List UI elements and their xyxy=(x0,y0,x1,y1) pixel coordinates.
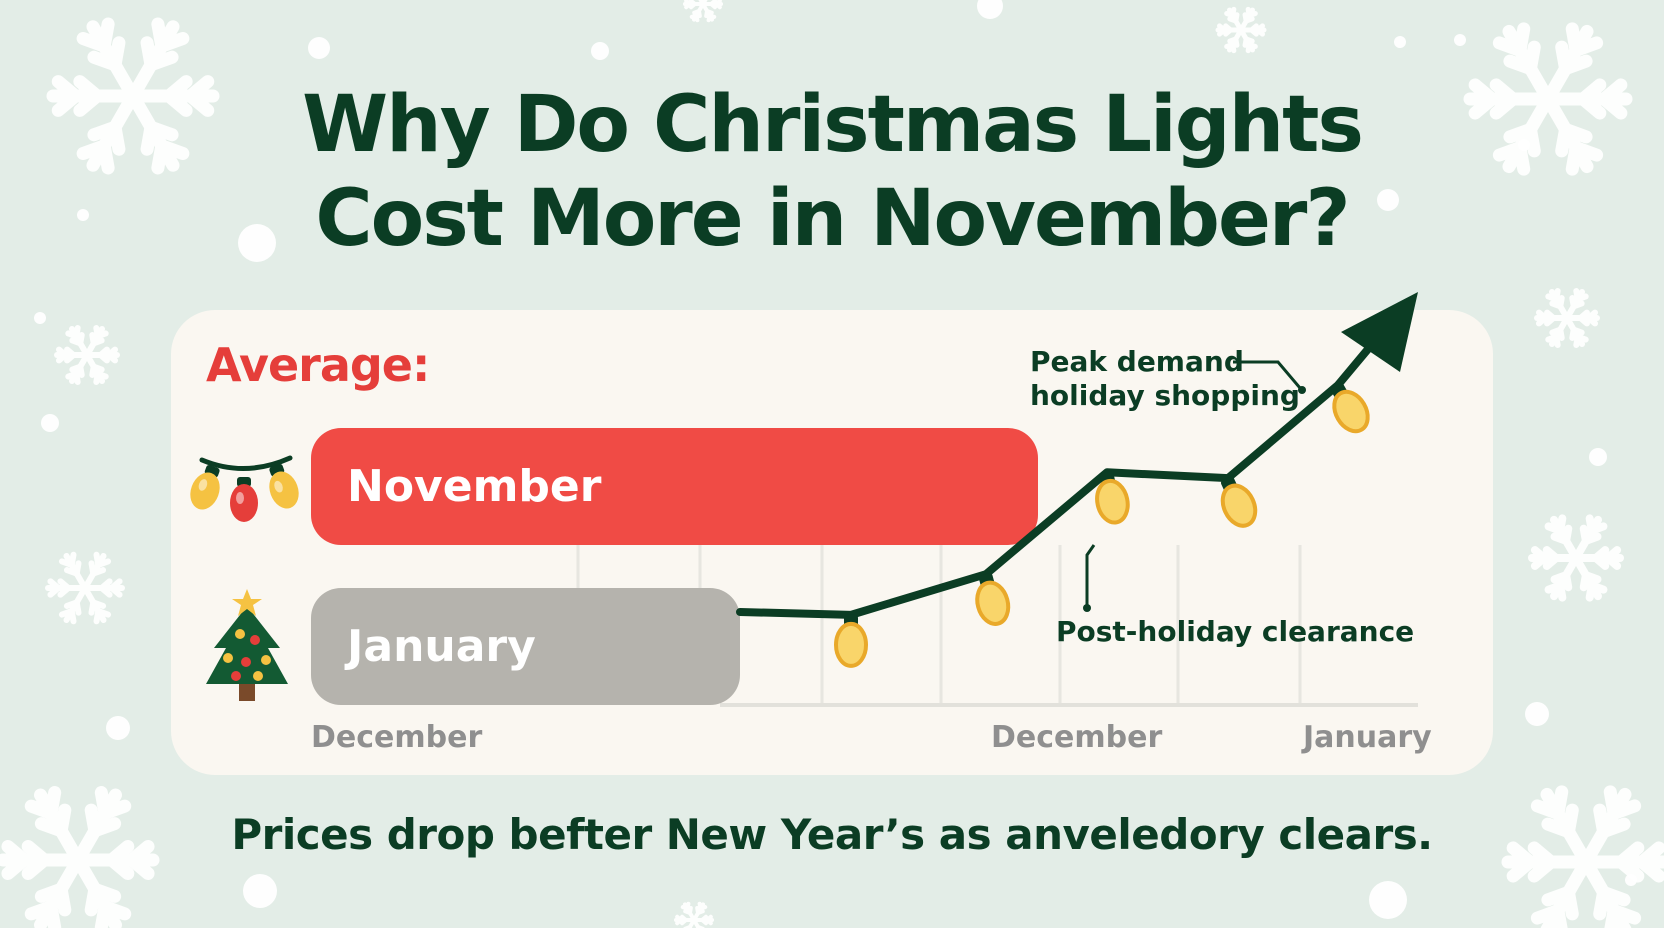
bar-icon-layer xyxy=(190,455,299,701)
snowflake-icon xyxy=(1463,22,1633,176)
snow-dot xyxy=(106,716,130,740)
snowflake-icon xyxy=(45,551,125,625)
peak-demand-annotation: Peak demand holiday shopping xyxy=(1030,345,1300,413)
snow-dot xyxy=(1454,34,1466,46)
january-bar: January xyxy=(311,588,740,705)
snow-dot xyxy=(243,874,277,908)
snowflake-icon xyxy=(46,17,220,175)
january-bar-label: January xyxy=(347,621,536,672)
annotation-line: Peak demand xyxy=(1030,345,1244,378)
snowflake-icon xyxy=(1534,288,1600,348)
christmas-tree-icon xyxy=(206,589,288,701)
snow-dot xyxy=(1377,189,1399,211)
snowflake-icon xyxy=(674,901,714,928)
string-lights-icon xyxy=(190,455,299,522)
xtick-label: December xyxy=(311,720,483,755)
november-bar: November xyxy=(311,428,1038,545)
average-label: Average: xyxy=(206,338,430,392)
ornament xyxy=(250,635,260,645)
snow-dot xyxy=(1369,881,1407,919)
footer-caption: Prices drop befter New Year’s as anveled… xyxy=(231,810,1433,859)
ornament xyxy=(241,657,251,667)
snow-dot xyxy=(1394,36,1406,48)
clearance-annotation: Post-holiday clearance xyxy=(1056,615,1414,649)
snow-dot xyxy=(591,42,609,60)
snowflake-icon xyxy=(54,325,120,385)
xtick-label: January xyxy=(1303,720,1432,755)
title-line-1: Why Do Christmas Lights xyxy=(302,80,1364,170)
ornament xyxy=(231,671,241,681)
snow-dot xyxy=(1589,448,1607,466)
snowflake-icon xyxy=(1528,514,1624,602)
snow-dot xyxy=(41,414,59,432)
november-bar-label: November xyxy=(347,461,602,512)
title-line-2: Cost More in November? xyxy=(315,174,1350,264)
snowflake-icon xyxy=(683,0,723,23)
snow-dot xyxy=(977,0,1003,19)
snow-dot xyxy=(1518,139,1530,151)
ornament xyxy=(253,671,263,681)
snow-dot xyxy=(1625,874,1637,886)
xtick-label: December xyxy=(991,720,1163,755)
ornament xyxy=(235,629,245,639)
snow-dot xyxy=(308,37,330,59)
annotation-line: holiday shopping xyxy=(1030,379,1300,412)
snowflake-icon xyxy=(0,786,160,928)
ornament xyxy=(261,655,271,665)
snowflake-icon xyxy=(1215,6,1267,54)
snow-dot xyxy=(77,209,89,221)
annotation-line: Post-holiday clearance xyxy=(1056,615,1415,648)
snow-dot xyxy=(34,312,46,324)
snowflake-icon xyxy=(1501,785,1664,928)
snow-dot xyxy=(238,224,276,262)
page-title: Why Do Christmas Lights Cost More in Nov… xyxy=(0,78,1664,266)
ornament xyxy=(223,653,233,663)
snow-dot xyxy=(1525,702,1549,726)
